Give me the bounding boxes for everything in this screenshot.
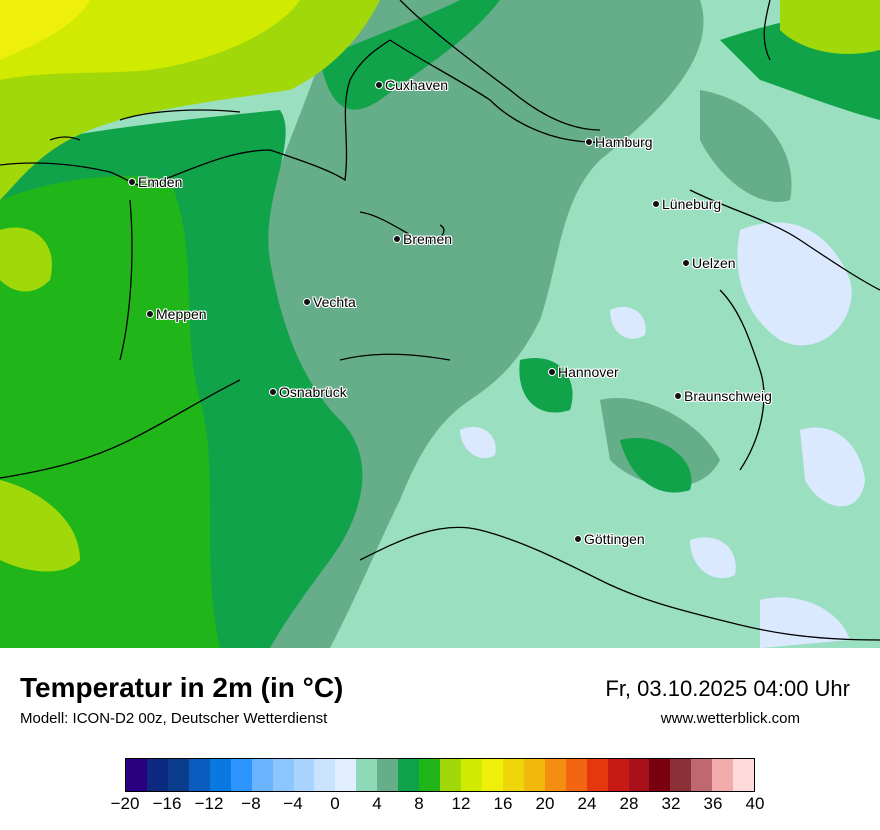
city-label: Braunschweig: [684, 388, 772, 404]
colorbar-tick-label: 40: [745, 794, 765, 813]
city-marker-bremen: Bremen: [393, 231, 452, 247]
city-label: Osnabrück: [279, 384, 347, 400]
temperature-field: [0, 0, 880, 648]
colorbar-tick-label: 0: [330, 794, 340, 813]
colorbar-swatch: [188, 759, 210, 791]
map-title: Temperatur in 2m (in °C): [20, 672, 344, 703]
temperature-map: Cuxhaven Hamburg Emden Lüneburg Bremen U…: [0, 0, 880, 648]
colorbar-tick-label: 28: [619, 794, 639, 813]
colorbar-swatch: [356, 759, 378, 791]
colorbar-tick-label: 24: [577, 794, 597, 813]
city-marker-hannover: Hannover: [548, 364, 619, 380]
city-label: Hamburg: [595, 134, 653, 150]
colorbar-swatch: [314, 759, 336, 791]
colorbar-swatch: [481, 759, 503, 791]
forecast-datetime: Fr, 03.10.2025 04:00 Uhr: [605, 676, 850, 701]
colorbar-swatch: [461, 759, 482, 791]
colorbar-tick-label: −16: [152, 794, 182, 813]
city-label: Meppen: [156, 306, 207, 322]
city-label: Uelzen: [692, 255, 736, 271]
model-source: Modell: ICON-D2 00z, Deutscher Wetterdie…: [20, 710, 328, 727]
city-marker-goettingen: Göttingen: [574, 531, 645, 547]
colorbar-swatch: [167, 759, 189, 791]
colorbar-tick-label: −8: [241, 794, 261, 813]
colorbar-swatch: [440, 759, 461, 791]
city-dot-icon: [652, 200, 660, 208]
city-marker-lueneburg: Lüneburg: [652, 196, 721, 212]
colorbar-swatch: [691, 759, 713, 791]
city-label: Hannover: [558, 364, 619, 380]
colorbar-swatch: [251, 759, 273, 791]
temperature-colorbar: [125, 758, 755, 792]
city-label: Göttingen: [584, 531, 645, 547]
colorbar-swatch: [544, 759, 566, 791]
website-url: www.wetterblick.com: [660, 710, 800, 727]
colorbar-tick-label: 4: [372, 794, 382, 813]
colorbar-swatch: [335, 759, 357, 791]
city-dot-icon: [146, 310, 154, 318]
colorbar-tick-label: −12: [194, 794, 224, 813]
colorbar-tick-label: −4: [283, 794, 303, 813]
city-label: Emden: [138, 174, 183, 190]
city-marker-hamburg: Hamburg: [585, 134, 653, 150]
city-marker-meppen: Meppen: [146, 306, 207, 322]
city-dot-icon: [574, 535, 582, 543]
city-marker-emden: Emden: [128, 174, 182, 190]
colorbar-tick-label: 20: [535, 794, 555, 813]
colorbar-swatch: [502, 759, 524, 791]
colorbar-swatch: [523, 759, 545, 791]
colorbar-swatch: [293, 759, 315, 791]
city-dot-icon: [674, 392, 682, 400]
colorbar-swatch: [670, 759, 692, 791]
colorbar-swatch: [565, 759, 587, 791]
colorbar-swatch: [126, 759, 147, 791]
city-dot-icon: [269, 388, 277, 396]
city-dot-icon: [375, 81, 383, 89]
city-dot-icon: [548, 368, 556, 376]
colorbar-swatch: [146, 759, 168, 791]
city-label: Lüneburg: [662, 196, 722, 212]
city-marker-braunschweig: Braunschweig: [674, 388, 772, 404]
colorbar-tick-label: 8: [414, 794, 424, 813]
city-label: Cuxhaven: [385, 77, 449, 93]
colorbar-swatch: [209, 759, 231, 791]
city-marker-uelzen: Uelzen: [682, 255, 736, 271]
colorbar-ticks: −20 −16 −12 −8 −4 0 4 8 12 16 20 24 28 32 36 40: [111, 794, 765, 824]
city-dot-icon: [393, 235, 401, 243]
city-marker-cuxhaven: Cuxhaven: [375, 77, 448, 93]
colorbar-swatch: [712, 759, 734, 791]
colorbar-swatch: [586, 759, 608, 791]
city-label: Bremen: [403, 231, 453, 247]
city-dot-icon: [682, 259, 690, 267]
colorbar-swatch: [628, 759, 650, 791]
colorbar-tick-label: 16: [493, 794, 513, 813]
colorbar-swatch: [607, 759, 629, 791]
colorbar-swatch: [649, 759, 671, 791]
colorbar-tick-label: −20: [110, 794, 140, 813]
city-dot-icon: [303, 298, 311, 306]
city-dot-icon: [585, 138, 593, 146]
colorbar-tick-label: 12: [451, 794, 471, 813]
colorbar-swatch: [419, 759, 441, 791]
city-marker-vechta: Vechta: [303, 294, 356, 310]
city-marker-osnabrueck: Osnabrück: [269, 384, 347, 400]
colorbar-swatch: [230, 759, 252, 791]
colorbar-swatch: [398, 759, 420, 791]
colorbar-swatch: [272, 759, 294, 791]
city-dot-icon: [128, 178, 136, 186]
colorbar-swatch: [377, 759, 399, 791]
colorbar-tick-label: 32: [661, 794, 681, 813]
map-footer: Temperatur in 2m (in °C) Modell: ICON-D2…: [0, 648, 880, 830]
colorbar-swatch: [733, 759, 755, 791]
colorbar-tick-label: 36: [703, 794, 723, 813]
city-label: Vechta: [313, 294, 356, 310]
